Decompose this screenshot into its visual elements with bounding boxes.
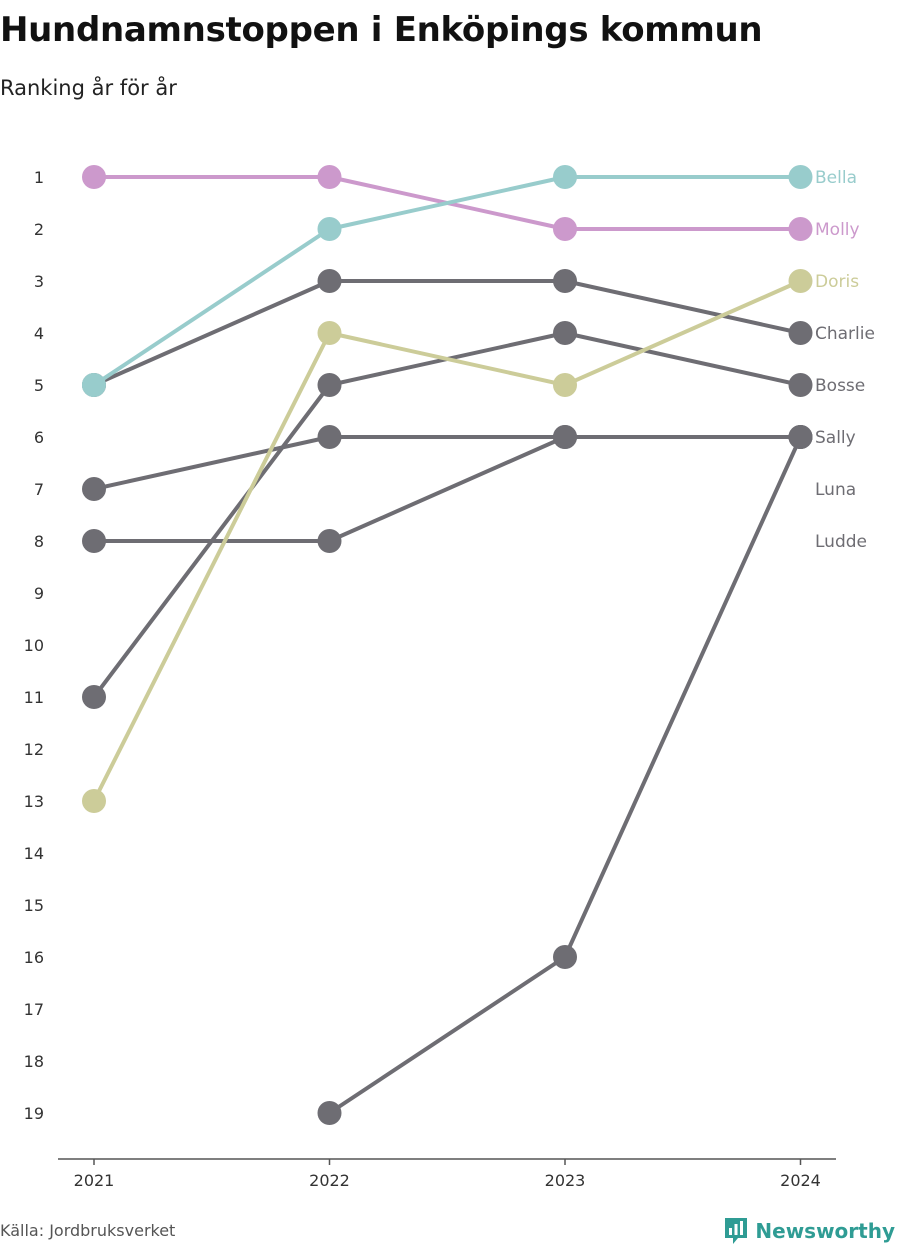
y-tick-label: 9 <box>34 584 44 603</box>
x-tick-label: 2022 <box>309 1171 350 1190</box>
series-label-sally: Sally <box>815 428 856 448</box>
x-tick-label: 2023 <box>545 1171 586 1190</box>
data-point-luna <box>82 529 106 553</box>
series-label-luna: Luna <box>815 480 856 500</box>
series-line-doris <box>92 279 803 803</box>
brand-name: Newsworthy <box>755 1219 895 1243</box>
series-line-ludde <box>327 435 803 1115</box>
y-tick-label: 2 <box>34 220 44 239</box>
source-note: Källa: Jordbruksverket <box>0 1221 176 1240</box>
data-point-sally <box>82 477 106 501</box>
y-tick-label: 4 <box>34 324 44 343</box>
data-point-charlie <box>317 269 342 293</box>
y-tick-label: 18 <box>24 1052 44 1071</box>
data-point-doris <box>553 373 577 397</box>
data-point-molly <box>82 165 106 189</box>
data-point-luna <box>553 425 577 449</box>
series-line-charlie <box>92 279 803 387</box>
data-point-charlie <box>553 269 577 293</box>
y-tick-label: 11 <box>24 688 44 707</box>
series-label-doris: Doris <box>815 272 859 292</box>
data-point-luna <box>317 529 342 553</box>
series-label-bella: Bella <box>815 168 857 188</box>
y-tick-label: 8 <box>34 532 44 551</box>
data-point-bosse <box>553 321 577 345</box>
data-point-ludde <box>788 425 813 449</box>
data-point-doris <box>82 789 106 813</box>
x-tick-label: 2024 <box>780 1171 821 1190</box>
y-tick-label: 12 <box>24 740 44 759</box>
chart-subtitle: Ranking år för år <box>0 76 177 100</box>
y-tick-label: 10 <box>24 636 44 655</box>
series-label-molly: Molly <box>815 220 860 240</box>
series-line-bella <box>92 175 803 387</box>
data-point-ludde <box>317 1101 342 1125</box>
data-point-ludde <box>553 945 577 969</box>
y-tick-label: 7 <box>34 480 44 499</box>
data-point-molly <box>317 165 342 189</box>
newsworthy-logo-icon <box>725 1218 748 1244</box>
y-tick-label: 16 <box>24 948 44 967</box>
data-point-bella <box>553 165 577 189</box>
y-tick-label: 14 <box>24 844 44 863</box>
data-point-bosse <box>82 685 106 709</box>
series-line-luna <box>92 435 803 543</box>
series-label-bosse: Bosse <box>815 376 865 396</box>
data-point-bosse <box>317 373 342 397</box>
y-tick-label: 6 <box>34 428 44 447</box>
y-tick-label: 1 <box>34 168 44 187</box>
y-tick-label: 13 <box>24 792 44 811</box>
data-point-sally <box>317 425 342 449</box>
data-point-molly <box>553 217 577 241</box>
data-point-bella <box>788 165 813 189</box>
y-tick-label: 15 <box>24 896 44 915</box>
y-tick-label: 3 <box>34 272 44 291</box>
data-point-bella <box>317 217 342 241</box>
y-tick-label: 19 <box>24 1104 44 1123</box>
data-point-bella-split <box>82 373 94 397</box>
series-label-charlie: Charlie <box>815 324 875 344</box>
series-line-bosse <box>92 331 803 699</box>
chart-title: Hundnamnstoppen i Enköpings kommun <box>0 10 763 50</box>
series-line-sally <box>92 435 803 491</box>
brand-logo: Newsworthy <box>723 1216 895 1246</box>
series-label-ludde: Ludde <box>815 532 867 552</box>
data-point-doris <box>788 269 813 293</box>
data-point-doris <box>317 321 342 345</box>
data-point-bosse <box>788 373 813 397</box>
data-point-molly <box>788 217 813 241</box>
y-tick-label: 17 <box>24 1000 44 1019</box>
x-tick-label: 2021 <box>74 1171 115 1190</box>
data-point-charlie <box>788 321 813 345</box>
y-tick-label: 5 <box>34 376 44 395</box>
